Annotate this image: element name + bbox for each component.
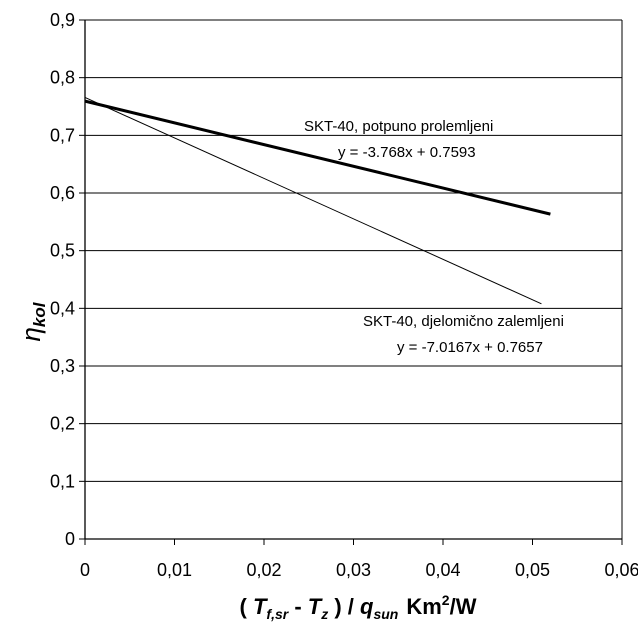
- x-tick-label: 0,05: [515, 560, 550, 580]
- series-1-line: [84, 99, 551, 216]
- y-tick-label: 0,1: [50, 471, 75, 491]
- x-tick-label: 0,01: [157, 560, 192, 580]
- series-2-name: SKT-40, djelomično zalemljeni: [363, 313, 564, 330]
- y-tick-label: 0,3: [50, 356, 75, 376]
- y-tick-label: 0,4: [50, 298, 75, 318]
- y-tick-labels: 0 0,1 0,2 0,3 0,4 0,5 0,6 0,7 0,8 0,9: [50, 10, 75, 549]
- y-axis-label: ηkol: [16, 301, 49, 341]
- y-tick-label: 0,9: [50, 10, 75, 30]
- y-tick-label: 0: [65, 529, 75, 549]
- y-tick-label: 0,8: [50, 68, 75, 88]
- series-lines: [84, 96, 551, 305]
- y-tick-label: 0,2: [50, 414, 75, 434]
- x-tick-label: 0: [80, 560, 90, 580]
- series-1-equation: y = -3.768x + 0.7593: [338, 144, 476, 161]
- x-tick-label: 0,06: [604, 560, 638, 580]
- axes: [79, 19, 623, 545]
- y-tick-label: 0,6: [50, 183, 75, 203]
- x-tick-labels: 0 0,01 0,02 0,03 0,04 0,05 0,06: [80, 560, 638, 580]
- grid-lines: [85, 19, 622, 482]
- y-tick-label: 0,5: [50, 241, 75, 261]
- x-axis-label: ( Tf,sr - Tz ) / qsun Km2/W: [240, 592, 477, 622]
- x-tick-label: 0,03: [336, 560, 371, 580]
- series-2-line: [84, 96, 542, 305]
- series-2-equation: y = -7.0167x + 0.7657: [397, 339, 543, 356]
- x-tick-label: 0,02: [246, 560, 281, 580]
- y-tick-label: 0,7: [50, 125, 75, 145]
- x-tick-label: 0,04: [425, 560, 460, 580]
- series-1-name: SKT-40, potpuno prolemljeni: [304, 118, 493, 135]
